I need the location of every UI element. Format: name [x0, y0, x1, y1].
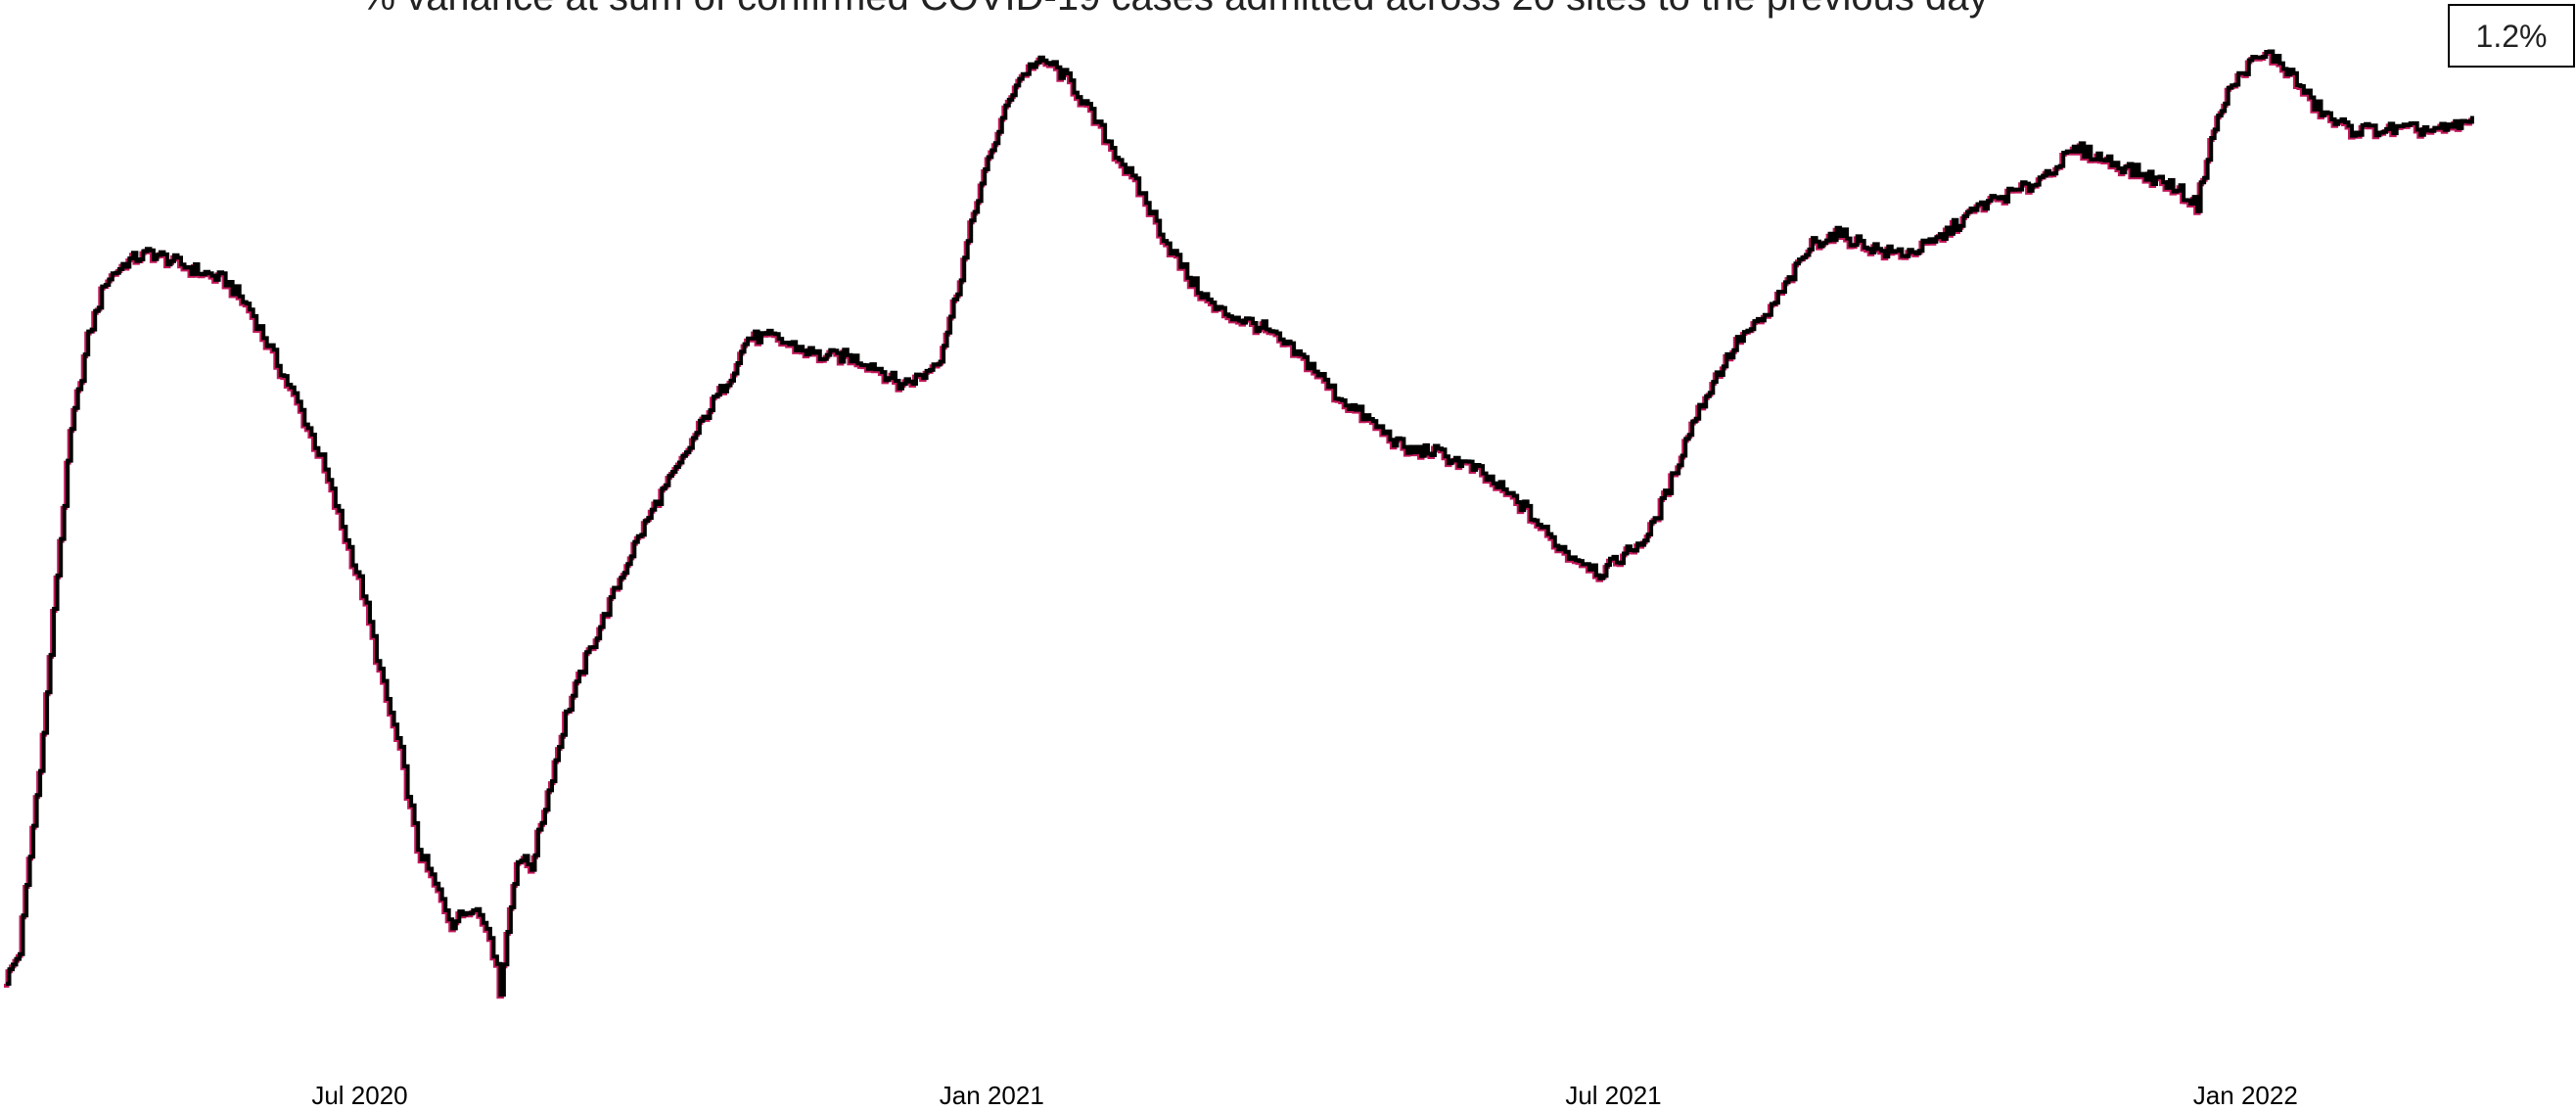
- latest-value-badge: 1.2%: [2448, 4, 2575, 68]
- series-line-shadow: [4, 51, 2472, 999]
- x-tick-label: Jan 2022: [2193, 1081, 2298, 1110]
- latest-value-badge-frame: [2448, 4, 2575, 68]
- series-layer: [4, 49, 2474, 999]
- latest-value-label: 1.2%: [2476, 19, 2548, 54]
- chart-title: % variance at sum of confirmed COVID-19 …: [361, 0, 1989, 19]
- x-tick-label: Jul 2021: [1565, 1081, 1661, 1110]
- series-line: [6, 49, 2474, 997]
- x-tick-label: Jan 2021: [940, 1081, 1044, 1110]
- x-tick-label: Jul 2020: [311, 1081, 407, 1110]
- x-axis-ticks: Jul 2020 Jan 2021 Jul 2021 Jan 2022: [311, 1081, 2297, 1110]
